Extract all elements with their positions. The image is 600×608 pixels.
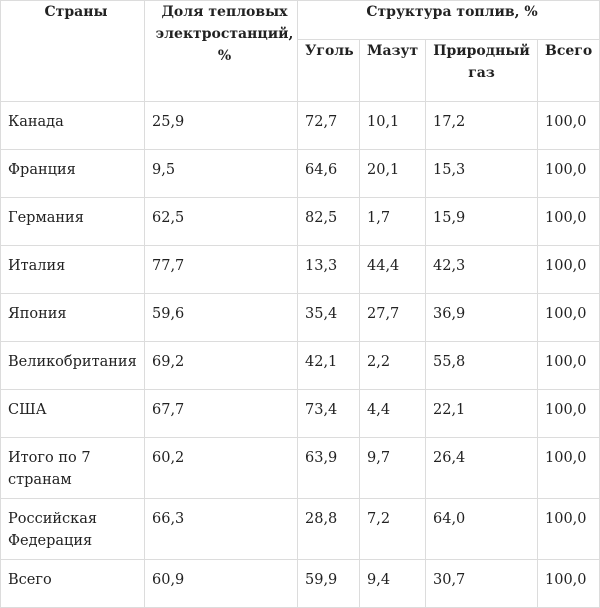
cell-coal: 13,3 <box>297 245 360 294</box>
table-row: Итого по 7 странам 60,2 63,9 9,7 26,4 10… <box>0 437 600 499</box>
cell-coal: 64,6 <box>297 149 360 198</box>
cell-share: 59,6 <box>144 293 298 342</box>
cell-country: США <box>0 389 145 438</box>
cell-coal: 28,8 <box>297 498 360 560</box>
header-natural-gas: Природный газ <box>425 39 538 102</box>
cell-country: Франция <box>0 149 145 198</box>
table-row-total: Всего 60,9 59,9 9,4 30,7 100,0 <box>0 559 600 608</box>
cell-gas: 26,4 <box>425 437 538 499</box>
table-row: Российская Федерация 66,3 28,8 7,2 64,0 … <box>0 498 600 560</box>
cell-gas: 30,7 <box>425 559 538 608</box>
cell-gas: 64,0 <box>425 498 538 560</box>
cell-share: 66,3 <box>144 498 298 560</box>
cell-country: Италия <box>0 245 145 294</box>
cell-gas: 55,8 <box>425 341 538 390</box>
cell-share: 60,9 <box>144 559 298 608</box>
cell-fuel-oil: 4,4 <box>359 389 426 438</box>
cell-country: Всего <box>0 559 145 608</box>
cell-total: 100,0 <box>536 498 600 560</box>
header-total: Всего <box>536 39 600 102</box>
cell-total: 100,0 <box>536 245 600 294</box>
cell-total: 100,0 <box>536 437 600 499</box>
table-row: США 67,7 73,4 4,4 22,1 100,0 <box>0 389 600 438</box>
cell-total: 100,0 <box>536 389 600 438</box>
header-country: Страны <box>0 0 145 102</box>
header-thermal-share: Доля тепловых электростанций, % <box>144 0 298 102</box>
cell-total: 100,0 <box>536 101 600 150</box>
header-fuel-structure: Структура топлив, % <box>296 0 600 40</box>
cell-coal: 42,1 <box>297 341 360 390</box>
cell-country: Канада <box>0 101 145 150</box>
cell-fuel-oil: 44,4 <box>359 245 426 294</box>
cell-fuel-oil: 7,2 <box>359 498 426 560</box>
cell-gas: 42,3 <box>425 245 538 294</box>
cell-country: Российская Федерация <box>0 498 145 560</box>
table-row: Франция 9,5 64,6 20,1 15,3 100,0 <box>0 149 600 198</box>
header-fuel-oil: Мазут <box>359 39 426 102</box>
table-row: Италия 77,7 13,3 44,4 42,3 100,0 <box>0 245 600 294</box>
cell-share: 69,2 <box>144 341 298 390</box>
table-row: Япония 59,6 35,4 27,7 36,9 100,0 <box>0 293 600 342</box>
cell-gas: 17,2 <box>425 101 538 150</box>
cell-fuel-oil: 10,1 <box>359 101 426 150</box>
cell-coal: 35,4 <box>297 293 360 342</box>
cell-total: 100,0 <box>536 293 600 342</box>
cell-coal: 73,4 <box>297 389 360 438</box>
header-row-top: Страны Доля тепловых электростанций, % С… <box>0 0 600 102</box>
cell-share: 77,7 <box>144 245 298 294</box>
cell-total: 100,0 <box>536 197 600 246</box>
cell-coal: 82,5 <box>297 197 360 246</box>
cell-fuel-oil: 27,7 <box>359 293 426 342</box>
cell-fuel-oil: 20,1 <box>359 149 426 198</box>
cell-total: 100,0 <box>536 341 600 390</box>
cell-share: 67,7 <box>144 389 298 438</box>
cell-country: Германия <box>0 197 145 246</box>
table-row: Германия 62,5 82,5 1,7 15,9 100,0 <box>0 197 600 246</box>
cell-coal: 63,9 <box>297 437 360 499</box>
cell-share: 9,5 <box>144 149 298 198</box>
cell-coal: 59,9 <box>297 559 360 608</box>
table-row: Канада 25,9 72,7 10,1 17,2 100,0 <box>0 101 600 150</box>
cell-total: 100,0 <box>536 149 600 198</box>
cell-coal: 72,7 <box>297 101 360 150</box>
header-row-sub: Уголь Мазут Природный газ Всего <box>1 39 600 102</box>
cell-gas: 22,1 <box>425 389 538 438</box>
header-coal: Уголь <box>297 39 360 102</box>
cell-share: 25,9 <box>144 101 298 150</box>
cell-share: 62,5 <box>144 197 298 246</box>
cell-country: Япония <box>0 293 145 342</box>
cell-gas: 15,3 <box>425 149 538 198</box>
cell-gas: 15,9 <box>425 197 538 246</box>
cell-total: 100,0 <box>536 559 600 608</box>
table-row: Великобритания 69,2 42,1 2,2 55,8 100,0 <box>0 341 600 390</box>
cell-fuel-oil: 2,2 <box>359 341 426 390</box>
cell-share: 60,2 <box>144 437 298 499</box>
cell-country: Итого по 7 странам <box>0 437 145 499</box>
cell-country: Великобритания <box>0 341 145 390</box>
cell-gas: 36,9 <box>425 293 538 342</box>
cell-fuel-oil: 9,4 <box>359 559 426 608</box>
cell-fuel-oil: 9,7 <box>359 437 426 499</box>
cell-fuel-oil: 1,7 <box>359 197 426 246</box>
